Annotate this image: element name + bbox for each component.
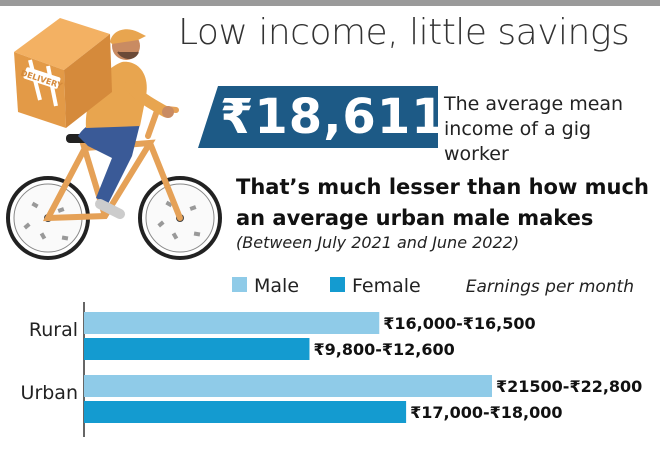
stat-box <box>198 86 438 148</box>
bar-label-rural-male: ₹16,000-₹16,500 <box>383 314 535 333</box>
headline-title: Low income, little savings <box>178 12 630 53</box>
legend-swatch-female <box>330 277 345 292</box>
bar-rural-male <box>84 312 380 334</box>
axis-note: Earnings per month <box>466 277 634 297</box>
chart-period: (Between July 2021 and June 2022) <box>236 233 520 252</box>
top-rule <box>0 0 660 6</box>
bar-urban-male <box>84 375 492 397</box>
earnings-bar-chart: Male Female Earnings per month Rural ₹16,000… <box>21 275 642 437</box>
legend-label-female: Female <box>352 275 421 297</box>
bar-label-urban-female: ₹17,000-₹18,000 <box>410 403 562 422</box>
stat-caption: The average mean income of a gig worker <box>444 93 624 165</box>
category-label-urban: Urban <box>21 382 78 404</box>
bar-rural-female <box>84 338 310 360</box>
bar-label-rural-female: ₹9,800-₹12,600 <box>313 340 454 359</box>
bar-urban-female <box>84 401 407 423</box>
delivery-cyclist-illustration: DELIVERY <box>6 18 222 260</box>
bar-label-urban-male: ₹21500-₹22,800 <box>496 377 642 396</box>
legend-label-male: Male <box>254 275 299 297</box>
category-label-rural: Rural <box>29 319 78 341</box>
legend-swatch-male <box>232 277 247 292</box>
delivery-box-icon: DELIVERY <box>14 18 112 128</box>
chart-subtitle: That’s much lesser than how much an aver… <box>236 175 649 230</box>
stat-value: ₹18,611 <box>220 89 446 145</box>
